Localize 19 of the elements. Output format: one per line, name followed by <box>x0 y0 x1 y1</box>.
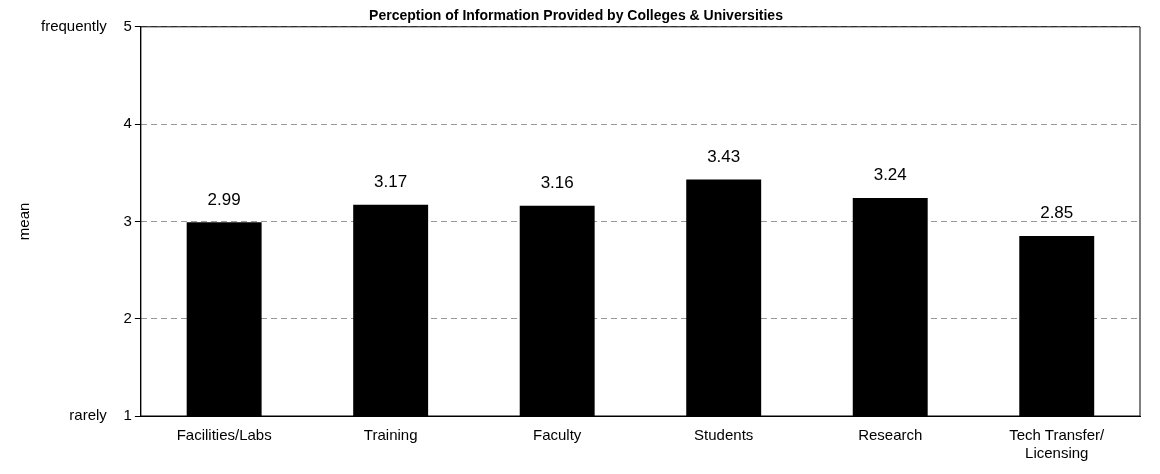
x-tick-label: Facilities/Labs <box>176 426 272 444</box>
data-label: 3.24 <box>873 165 907 185</box>
chart-title: Perception of Information Provided by Colleges & Universities <box>369 7 784 24</box>
data-label: 2.99 <box>207 189 241 209</box>
x-tick-label: Training <box>363 426 418 444</box>
data-label: 3.16 <box>540 173 574 193</box>
x-tick-label: Research <box>858 426 923 444</box>
data-label: 3.17 <box>374 172 408 192</box>
y-tick-label: 3 <box>123 211 132 229</box>
x-tick-label: Faculty <box>533 426 582 444</box>
y-axis-title: mean <box>15 202 33 241</box>
x-tick-label: Students <box>694 426 754 444</box>
data-label: 2.85 <box>1040 203 1074 223</box>
data-label: 3.43 <box>707 146 741 166</box>
y-tick-label: 2 <box>123 308 132 326</box>
y-tick-label: frequently 5 <box>41 16 132 34</box>
y-tick-label: rarely 1 <box>69 406 132 424</box>
x-tick-label: Tech Transfer/ Licensing <box>1009 426 1106 462</box>
y-tick-label: 4 <box>123 114 132 132</box>
